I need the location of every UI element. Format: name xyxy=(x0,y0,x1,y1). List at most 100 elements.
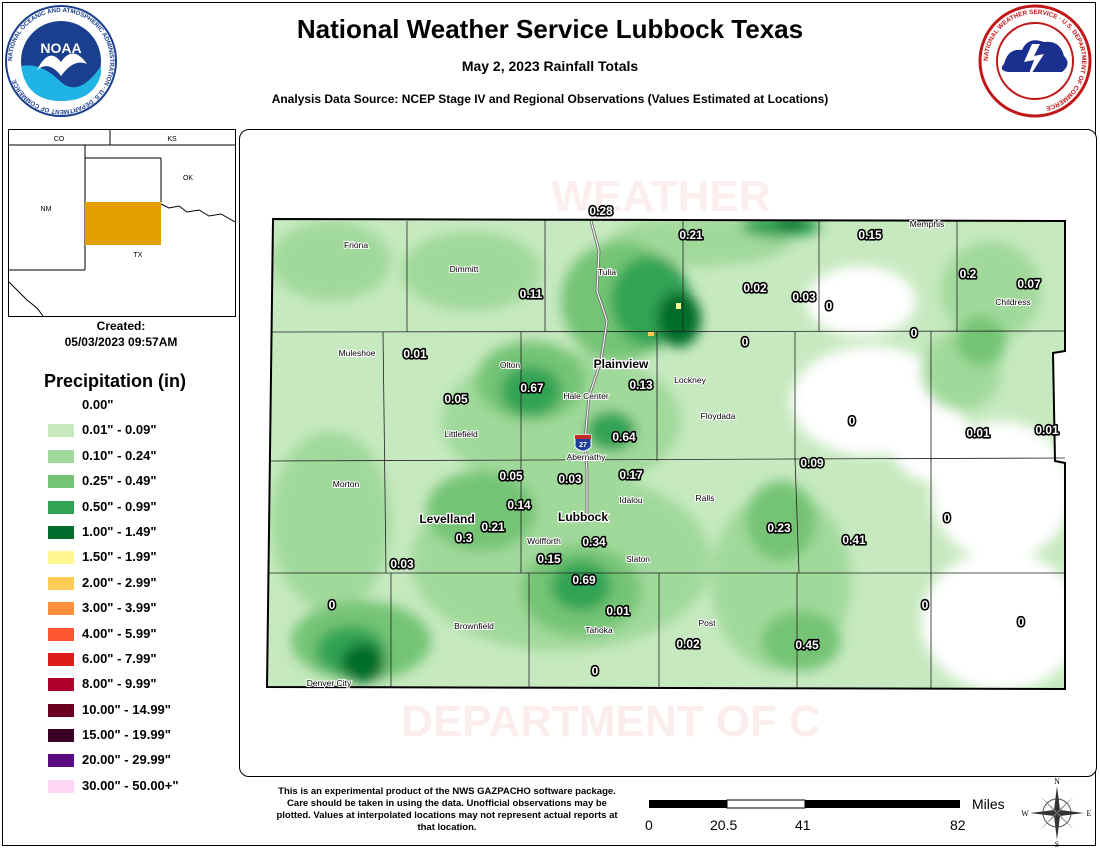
inset-label-ks: KS xyxy=(167,136,177,143)
legend-swatch xyxy=(48,779,74,793)
rainfall-value-label: 0 xyxy=(922,598,929,612)
scale-tick-3: 82 xyxy=(950,817,966,833)
legend-swatch xyxy=(48,678,74,692)
rainfall-value-label: 0.03 xyxy=(792,290,816,304)
rainfall-value-label: 0.21 xyxy=(679,228,703,242)
city-label: Brownfield xyxy=(454,621,494,631)
rainfall-value-label: 0.05 xyxy=(444,392,468,406)
legend-swatch xyxy=(48,754,74,768)
rainfall-shading xyxy=(267,219,1065,689)
created-stamp: Created: 05/03/2023 09:57AM xyxy=(8,318,234,350)
legend-swatch xyxy=(48,399,74,412)
legend-label: 30.00" - 50.00+" xyxy=(82,777,179,793)
city-label: Levelland xyxy=(419,512,474,526)
city-label: Hale Center xyxy=(563,391,609,401)
legend-swatch xyxy=(48,602,74,616)
legend-label: 0.50" - 0.99" xyxy=(82,498,157,514)
rainfall-value-label: 0.07 xyxy=(1017,277,1041,291)
rainfall-value-label: 0.69 xyxy=(572,573,596,587)
legend-label: 1.00" - 1.49" xyxy=(82,523,157,539)
city-label: Dimmitt xyxy=(450,264,479,274)
county-boundaries xyxy=(269,220,1066,689)
created-datetime: 05/03/2023 09:57AM xyxy=(64,335,178,349)
city-label: Littlefield xyxy=(444,429,478,439)
inset-label-tx: TX xyxy=(134,252,143,259)
city-label: Lockney xyxy=(674,375,706,385)
legend-label: 0.25" - 0.49" xyxy=(82,473,157,489)
rainfall-value-label: 0 xyxy=(849,414,856,428)
rainfall-value-label: 0.15 xyxy=(858,228,882,242)
scale-unit-label: Miles xyxy=(972,796,1005,812)
rainfall-value-label: 0.09 xyxy=(800,456,824,470)
rainfall-value-label: 0.17 xyxy=(619,468,643,482)
rainfall-value-label: 0.01 xyxy=(1035,423,1059,437)
city-label: Tahoka xyxy=(585,625,613,635)
svg-text:W: W xyxy=(1021,809,1029,818)
noaa-logo: NATIONAL OCEANIC AND ATMOSPHERIC ADMINIS… xyxy=(5,5,117,117)
rainfall-value-label: 0.21 xyxy=(481,520,505,534)
legend-title: Precipitation (in) xyxy=(44,371,187,391)
rainfall-value-label: 0.01 xyxy=(966,426,990,440)
created-label: Created: xyxy=(96,319,146,333)
compass-rose-icon: N S E W xyxy=(1021,777,1091,848)
rainfall-value-label: 0.03 xyxy=(558,472,582,486)
city-label: Tulia xyxy=(598,267,616,277)
map-panel: WEATHER DEPARTMENT OF C xyxy=(239,129,1097,777)
legend-swatch xyxy=(48,551,74,565)
svg-text:27: 27 xyxy=(579,442,587,449)
legend-label: 0.00" xyxy=(82,397,114,412)
legend-label: 2.00" - 2.99" xyxy=(82,574,157,590)
rainfall-value-label: 0.01 xyxy=(403,347,427,361)
rainfall-value-label: 0.23 xyxy=(767,521,791,535)
rainfall-value-label: 0.28 xyxy=(589,204,613,218)
city-label: Wolfforth xyxy=(527,536,561,546)
city-label: Abernathy xyxy=(567,452,606,462)
legend-label: 20.00" - 29.99" xyxy=(82,752,171,768)
rainfall-value-label: 0.2 xyxy=(960,267,977,281)
rainfall-value-label: 0 xyxy=(826,299,833,313)
disclaimer-text: This is an experimental product of the N… xyxy=(276,786,618,833)
rainfall-value-label: 0.15 xyxy=(537,552,561,566)
legend-swatch xyxy=(48,449,74,463)
svg-text:DEPARTMENT OF C: DEPARTMENT OF C xyxy=(401,697,821,746)
page-title: National Weather Service Lubbock Texas xyxy=(296,14,804,44)
city-label: Childress xyxy=(995,297,1030,307)
rainfall-value-label: 0.13 xyxy=(629,378,653,392)
rainfall-value-label: 0.02 xyxy=(676,637,700,651)
scale-tick-2: 41 xyxy=(795,817,811,833)
legend-swatch xyxy=(48,576,74,590)
legend-swatch xyxy=(48,627,74,641)
nws-logo: NATIONAL WEATHER SERVICE · U.S. DEPARTME… xyxy=(978,4,1092,118)
legend-label: 0.01" - 0.09" xyxy=(82,422,157,438)
city-label: Lubbock xyxy=(558,510,608,524)
inset-highlight-region xyxy=(85,202,161,245)
scale-tick-0: 0 xyxy=(645,817,653,833)
legend-swatch xyxy=(48,729,74,743)
rainfall-value-label: 0 xyxy=(944,511,951,525)
city-label: Slaton xyxy=(626,554,650,564)
cwa-boundary xyxy=(265,217,1066,691)
rainfall-value-label: 0 xyxy=(329,598,336,612)
rainfall-value-label: 0.05 xyxy=(499,469,523,483)
rainfall-value-label: 0.14 xyxy=(507,498,531,512)
city-label: Memphis xyxy=(910,219,944,229)
rainfall-value-label: 0.02 xyxy=(743,281,767,295)
city-label: Morton xyxy=(333,479,360,489)
legend-label: 6.00" - 7.99" xyxy=(82,650,157,666)
page-subtitle: May 2, 2023 Rainfall Totals xyxy=(461,58,639,74)
legend-swatch xyxy=(48,424,74,438)
svg-text:WEATHER: WEATHER xyxy=(551,172,770,221)
svg-text:S: S xyxy=(1055,840,1059,848)
city-label: Friona xyxy=(344,240,368,250)
city-label: Post xyxy=(698,618,716,628)
rainfall-value-label: 0.01 xyxy=(606,604,630,618)
noaa-logo-text: NOAA xyxy=(40,40,81,56)
rainfall-value-label: 0 xyxy=(592,664,599,678)
city-label: Muleshoe xyxy=(339,348,376,358)
inset-locator-map: CO KS OK NM TX xyxy=(8,129,236,317)
rainfall-value-label: 0.34 xyxy=(582,535,606,549)
rainfall-value-label: 0.64 xyxy=(612,430,636,444)
city-label: Idalou xyxy=(619,495,642,505)
watermark: WEATHER DEPARTMENT OF C xyxy=(401,172,821,746)
inset-label-ok: OK xyxy=(183,175,193,182)
